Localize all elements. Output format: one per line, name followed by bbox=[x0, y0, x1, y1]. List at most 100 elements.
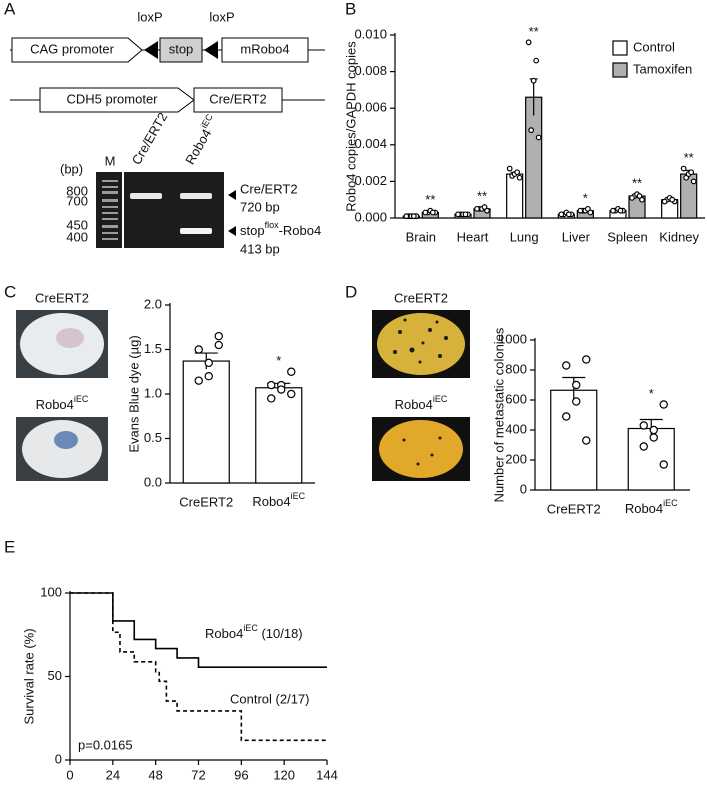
y-tick-label: 2.0 bbox=[144, 296, 162, 311]
promoter-label: CAG promoter bbox=[30, 41, 114, 56]
superscript: iEC bbox=[199, 112, 215, 130]
y-tick-label: 0.010 bbox=[354, 26, 387, 41]
superscript: iEC bbox=[243, 623, 258, 633]
lane-label: Robo4iEC bbox=[180, 112, 222, 167]
ladder-band bbox=[102, 212, 118, 214]
colony-dot bbox=[416, 462, 420, 466]
data-point bbox=[214, 340, 223, 350]
ladder-band bbox=[102, 232, 118, 234]
colony-dot bbox=[393, 350, 397, 354]
superscript: iEC bbox=[291, 491, 306, 501]
y-tick-label: 0.002 bbox=[354, 173, 387, 188]
bar bbox=[255, 387, 303, 484]
x-tick-label: Robo4iEC bbox=[252, 491, 305, 509]
y-tick-label: 0.008 bbox=[354, 63, 387, 78]
ladder-band bbox=[102, 186, 118, 188]
data-point bbox=[525, 39, 532, 46]
ladder bbox=[102, 180, 118, 240]
promoter-label: CDH5 promoter bbox=[66, 91, 158, 106]
marker-label: M bbox=[105, 153, 116, 168]
panel-letter: D bbox=[345, 282, 357, 301]
gel-image bbox=[96, 172, 224, 248]
size-label: 450 bbox=[66, 217, 88, 232]
data-point bbox=[610, 207, 616, 214]
data-point bbox=[204, 358, 213, 368]
promoter-box bbox=[39, 87, 195, 113]
photo-label: CreERT2 bbox=[394, 290, 448, 305]
y-tick-label: 600 bbox=[505, 391, 527, 406]
y-tick-label: 0 bbox=[520, 481, 527, 496]
x-tick-label: Liver bbox=[562, 229, 591, 244]
text-part: Robo4 bbox=[625, 501, 663, 516]
data-point bbox=[528, 127, 535, 134]
lung-image bbox=[379, 420, 463, 478]
x-tick-label: 72 bbox=[191, 767, 205, 782]
x-tick-label: 96 bbox=[234, 767, 248, 782]
data-point bbox=[617, 207, 624, 214]
bar bbox=[506, 173, 524, 219]
data-point bbox=[562, 361, 571, 370]
data-point bbox=[639, 442, 648, 451]
y-tick-label: 0.5 bbox=[144, 430, 162, 445]
y-tick-label: 0.004 bbox=[354, 136, 387, 151]
curve-label: Robo4iEC (10/18) bbox=[205, 623, 303, 641]
loxp-site bbox=[204, 41, 218, 59]
data-point bbox=[582, 436, 591, 445]
x-tick-label: CreERT2 bbox=[547, 501, 601, 516]
data-point bbox=[577, 207, 584, 214]
text-part: Robo4 bbox=[252, 494, 290, 509]
x-tick-label: Heart bbox=[457, 229, 489, 244]
gel-band bbox=[180, 193, 212, 199]
y-tick-label: 800 bbox=[505, 361, 527, 376]
colony-dot bbox=[418, 360, 422, 364]
colony-dot bbox=[402, 438, 406, 442]
lung-image-dye bbox=[54, 431, 78, 449]
panel-letter: A bbox=[4, 0, 16, 18]
data-point bbox=[669, 196, 676, 203]
gene-label: mRobo4 bbox=[240, 41, 289, 56]
data-point bbox=[688, 169, 695, 176]
x-axis-label: Time (h) bbox=[175, 787, 223, 789]
data-point bbox=[629, 194, 635, 201]
y-tick-label: 0.006 bbox=[354, 100, 387, 115]
colony-dot bbox=[403, 318, 407, 322]
data-point bbox=[277, 385, 286, 394]
loxp-site bbox=[144, 41, 158, 59]
lung-image bbox=[22, 420, 102, 478]
significance: ** bbox=[684, 150, 694, 165]
text-part: Robo4 bbox=[395, 397, 433, 412]
x-tick-label: 48 bbox=[148, 767, 162, 782]
y-tick-label: 1.0 bbox=[144, 385, 162, 400]
ladder-band bbox=[102, 238, 118, 240]
ladder-band bbox=[102, 199, 118, 202]
data-point bbox=[659, 460, 668, 469]
x-tick-label: Spleen bbox=[607, 229, 647, 244]
band-size: 413 bp bbox=[240, 241, 280, 256]
panel-letter: E bbox=[4, 537, 15, 556]
data-point bbox=[267, 380, 276, 390]
x-tick-label: 0 bbox=[66, 767, 73, 782]
p-value: p=0.0165 bbox=[78, 737, 133, 752]
legend-swatch bbox=[612, 62, 628, 78]
band-arrow bbox=[228, 190, 236, 200]
significance: ** bbox=[529, 24, 539, 39]
x-tick-label: Kidney bbox=[659, 229, 699, 244]
y-tick-label: 0.000 bbox=[354, 209, 387, 224]
colony-dot bbox=[421, 341, 425, 345]
data-point bbox=[204, 372, 213, 381]
y-tick-label: 1.5 bbox=[144, 341, 162, 356]
data-point bbox=[455, 211, 461, 218]
promoter-box bbox=[11, 37, 143, 63]
ladder-band bbox=[102, 225, 118, 228]
colony-dot bbox=[435, 320, 439, 324]
y-tick-label: 100 bbox=[40, 584, 62, 599]
significance: ** bbox=[477, 188, 487, 203]
data-point bbox=[639, 421, 648, 430]
band-label: stopflox-Robo4 bbox=[240, 220, 321, 238]
data-point bbox=[661, 198, 668, 205]
significance: * bbox=[276, 353, 281, 368]
legend-swatch bbox=[612, 40, 628, 56]
bar bbox=[182, 360, 230, 484]
gene-label: Cre/ERT2 bbox=[209, 91, 267, 106]
y-tick-label: 0 bbox=[55, 751, 62, 766]
